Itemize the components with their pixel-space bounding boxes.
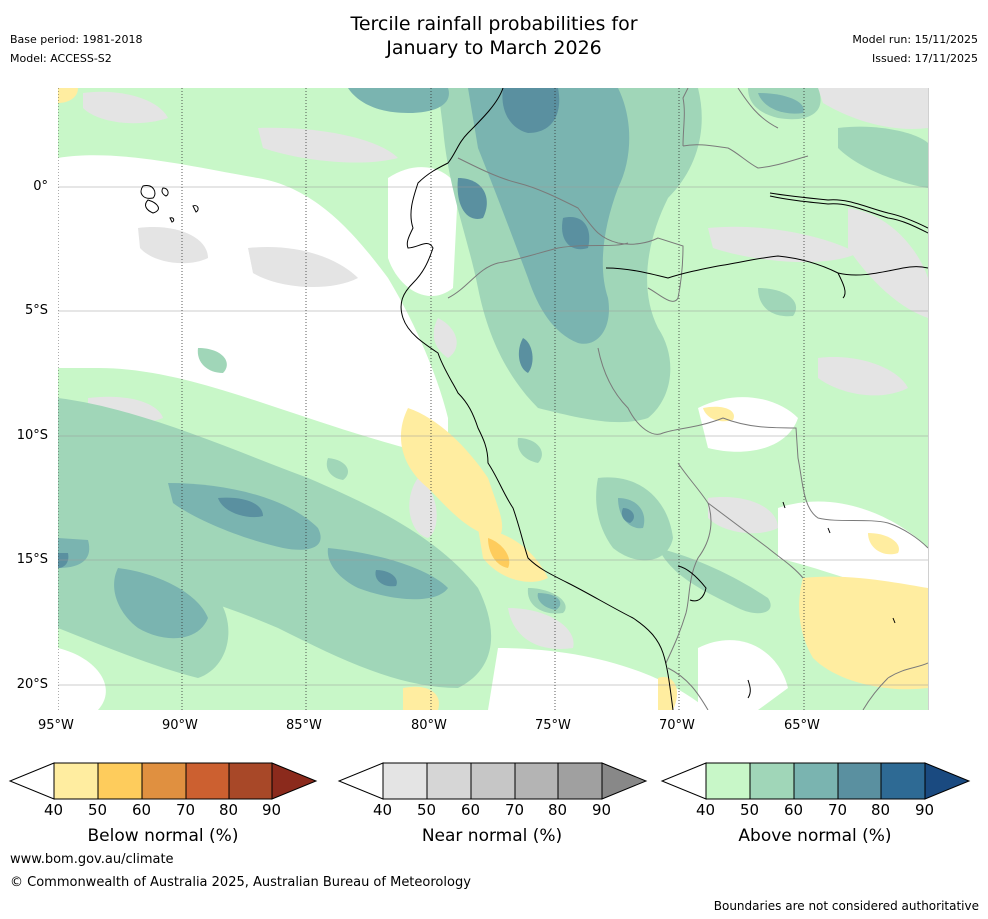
above-tick-80: 80 xyxy=(871,801,891,819)
above-colorbar-segment-0 xyxy=(660,762,707,800)
below-colorbar-segment-3 xyxy=(141,762,187,800)
near-tick-60: 60 xyxy=(461,801,481,819)
map-canvas xyxy=(58,88,928,710)
below-colorbar-segment-1 xyxy=(53,762,99,800)
below-colorbar-segment-4 xyxy=(185,762,230,800)
lon-label-70w: 70°W xyxy=(659,718,695,733)
below-tick-70: 70 xyxy=(176,801,196,819)
below-tick-60: 60 xyxy=(132,801,152,819)
lon-label-95w: 95°W xyxy=(38,718,74,733)
lon-label-65w: 65°W xyxy=(784,718,820,733)
near-colorbar-segment-3 xyxy=(470,762,516,800)
below-colorbar-segment-5 xyxy=(228,762,273,800)
near-colorbar-segment-0 xyxy=(337,762,384,800)
near-colorbar-segment-5 xyxy=(557,762,603,800)
lat-label-20s: 20°S xyxy=(16,677,48,692)
near-normal-colorbar xyxy=(337,762,648,800)
below-colorbar-segment-6 xyxy=(271,762,318,800)
probability-map xyxy=(58,88,929,710)
model-run: Model run: 15/11/2025 xyxy=(852,33,978,46)
copyright-text: © Commonwealth of Australia 2025, Austra… xyxy=(10,875,471,890)
title-line-1: Tercile rainfall probabilities for xyxy=(350,13,638,35)
map-title: Tercile rainfall probabilities for Janua… xyxy=(0,12,988,60)
disclaimer-text: Boundaries are not considered authoritat… xyxy=(713,899,979,913)
above-normal-colorbar xyxy=(660,762,971,800)
near-colorbar-segment-6 xyxy=(601,762,648,800)
below-tick-80: 80 xyxy=(219,801,239,819)
above-colorbar-segment-4 xyxy=(837,762,882,800)
above-colorbar-segment-3 xyxy=(793,762,839,800)
below-tick-40: 40 xyxy=(44,801,64,819)
below-normal-title: Below normal (%) xyxy=(87,826,239,846)
above-colorbar-segment-1 xyxy=(705,762,751,800)
lon-label-75w: 75°W xyxy=(535,718,571,733)
near-colorbar-segment-2 xyxy=(426,762,472,800)
lat-label-5s: 5°S xyxy=(24,303,48,318)
above-normal-title: Above normal (%) xyxy=(738,826,892,846)
near-colorbar-segment-4 xyxy=(514,762,559,800)
near-tick-50: 50 xyxy=(417,801,437,819)
lat-label-10s: 10°S xyxy=(16,428,48,443)
above-normal-60-70-regions xyxy=(58,88,804,639)
below-normal-colorbar xyxy=(8,762,318,800)
near-normal-title: Near normal (%) xyxy=(421,826,563,846)
above-colorbar-segment-6 xyxy=(924,762,971,800)
above-normal-70-80-regions xyxy=(58,88,634,587)
website-link[interactable]: www.bom.gov.au/climate xyxy=(10,852,174,867)
above-tick-40: 40 xyxy=(696,801,716,819)
near-colorbar-segment-1 xyxy=(382,762,428,800)
lat-label-0: 0° xyxy=(33,179,48,194)
above-colorbar-segment-5 xyxy=(880,762,926,800)
above-tick-60: 60 xyxy=(784,801,804,819)
above-tick-50: 50 xyxy=(740,801,760,819)
near-tick-90: 90 xyxy=(592,801,612,819)
below-normal-50-60-region xyxy=(488,538,510,568)
lat-label-15s: 15°S xyxy=(16,552,48,567)
model-name: Model: ACCESS-S2 xyxy=(10,52,112,65)
base-period: Base period: 1981-2018 xyxy=(10,33,143,46)
title-line-2: January to March 2026 xyxy=(386,37,602,59)
near-tick-70: 70 xyxy=(505,801,525,819)
below-tick-90: 90 xyxy=(262,801,282,819)
lon-label-80w: 80°W xyxy=(411,718,447,733)
near-normal-regions xyxy=(83,88,928,649)
above-tick-90: 90 xyxy=(915,801,935,819)
issued-date: Issued: 17/11/2025 xyxy=(871,52,978,65)
lon-label-85w: 85°W xyxy=(286,718,322,733)
near-tick-80: 80 xyxy=(548,801,568,819)
above-tick-70: 70 xyxy=(828,801,848,819)
below-tick-50: 50 xyxy=(88,801,108,819)
below-colorbar-segment-2 xyxy=(97,762,143,800)
country-borders xyxy=(447,88,928,710)
near-tick-40: 40 xyxy=(373,801,393,819)
lon-label-90w: 90°W xyxy=(162,718,198,733)
above-colorbar-segment-2 xyxy=(749,762,795,800)
colorbar-legend xyxy=(8,762,971,800)
coastlines xyxy=(140,88,928,710)
below-colorbar-segment-0 xyxy=(8,762,55,800)
